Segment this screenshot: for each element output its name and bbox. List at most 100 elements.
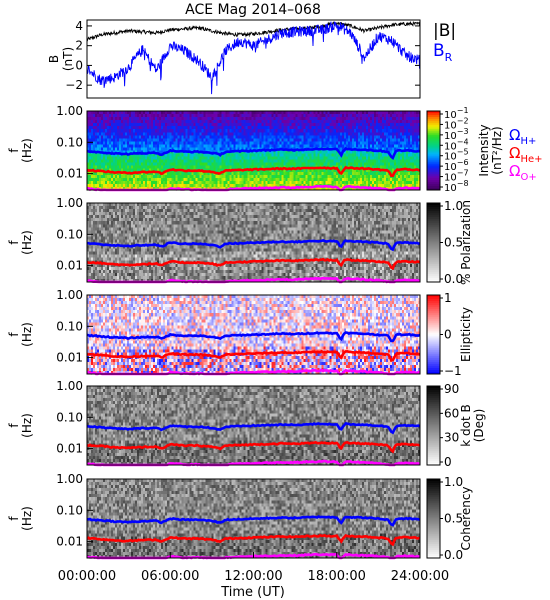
heatmap-cell xyxy=(111,114,114,118)
heatmap-cell xyxy=(301,177,305,182)
heatmap-cell xyxy=(117,129,120,133)
heatmap-cell xyxy=(219,186,222,191)
heatmap-cell xyxy=(205,141,208,145)
heatmap-cell xyxy=(375,111,379,115)
heatmap-cell xyxy=(331,111,335,115)
heatmap-cell xyxy=(161,177,164,182)
heatmap-cell xyxy=(311,126,315,130)
heatmap-cell xyxy=(101,147,104,151)
heatmap-cell xyxy=(89,114,92,118)
heatmap-cell xyxy=(87,120,90,124)
heatmap-cell xyxy=(399,126,403,130)
heatmap-cell xyxy=(251,120,254,124)
heatmap-cell xyxy=(369,159,373,164)
heatmap-cell xyxy=(375,141,379,145)
heatmap-cell xyxy=(169,132,172,136)
heatmap-cell xyxy=(407,153,411,157)
heatmap-cell xyxy=(395,162,399,167)
heatmap-cell xyxy=(321,177,325,182)
heatmap-cell xyxy=(409,171,413,176)
heatmap-cell xyxy=(109,162,112,167)
heatmap-cell xyxy=(229,132,232,136)
heatmap-cell xyxy=(127,144,130,148)
heatmap-cell xyxy=(89,138,92,142)
heatmap-cell xyxy=(343,126,347,130)
heatmap-cell xyxy=(369,111,373,115)
heatmap-cell xyxy=(119,177,122,182)
heatmap-cell xyxy=(265,144,268,148)
heatmap-cell xyxy=(245,144,248,148)
heatmap-cell xyxy=(283,120,286,124)
heatmap-cell xyxy=(295,126,299,130)
heatmap-cell xyxy=(281,126,284,130)
heatmap-cell xyxy=(391,126,395,130)
heatmap-cell xyxy=(95,129,98,133)
heatmap-cell xyxy=(207,165,210,170)
heatmap-cell xyxy=(385,117,389,121)
heatmap-cell xyxy=(381,165,385,170)
heatmap-cell xyxy=(91,117,94,121)
heatmap-cell xyxy=(127,132,130,136)
heatmap-cell xyxy=(275,168,278,173)
heatmap-cell xyxy=(209,177,212,182)
heatmap-cell xyxy=(319,114,323,118)
heatmap-cell xyxy=(133,138,136,142)
heatmap-cell xyxy=(269,156,272,161)
heatmap-cell xyxy=(261,138,264,142)
heatmap-cell xyxy=(265,153,268,157)
heatmap-cell xyxy=(269,159,272,164)
heatmap-cell xyxy=(359,132,363,136)
heatmap-cell xyxy=(133,156,136,161)
heatmap-cell xyxy=(361,183,365,188)
heatmap-cell xyxy=(403,117,407,121)
heatmap-cell xyxy=(281,162,284,167)
heatmap-cell xyxy=(251,165,254,170)
heatmap-cell xyxy=(95,120,98,124)
heatmap-cell xyxy=(137,120,140,124)
heatmap-cell xyxy=(119,165,122,170)
heatmap-cell xyxy=(279,126,282,130)
heatmap-cell xyxy=(185,141,188,145)
heatmap-cell xyxy=(327,153,331,157)
heatmap-cell xyxy=(325,144,329,148)
heatmap-cell xyxy=(99,159,102,164)
heatmap-cell xyxy=(221,183,224,188)
heatmap-cell xyxy=(387,126,391,130)
heatmap-cell xyxy=(149,138,152,142)
heatmap-cell xyxy=(403,120,407,124)
heatmap-cell xyxy=(257,150,260,154)
heatmap-cell xyxy=(391,129,395,133)
heatmap-cell xyxy=(267,162,270,167)
heatmap-cell xyxy=(337,159,341,164)
heatmap-cell xyxy=(389,141,393,145)
heatmap-cell xyxy=(87,162,90,167)
heatmap-cell xyxy=(109,186,112,191)
heatmap-cell xyxy=(183,174,186,179)
heatmap-cell xyxy=(271,132,274,136)
heatmap-cell xyxy=(213,126,216,130)
heatmap-cell xyxy=(163,159,166,164)
heatmap-cell xyxy=(99,132,102,136)
heatmap-cell xyxy=(179,123,182,127)
heatmap-cell xyxy=(153,186,156,191)
heatmap-cell xyxy=(409,165,413,170)
heatmap-cell xyxy=(131,159,134,164)
heatmap-cell xyxy=(159,111,162,115)
heatmap-cell xyxy=(169,129,172,133)
heatmap-cell xyxy=(397,165,401,170)
heatmap-cell xyxy=(261,159,264,164)
heatmap-cell xyxy=(199,144,202,148)
heatmap-cell xyxy=(313,141,317,145)
heatmap-cell xyxy=(111,186,114,191)
heatmap-cell xyxy=(95,156,98,161)
heatmap-cell xyxy=(171,117,174,121)
heatmap-cell xyxy=(261,114,264,118)
heatmap-cell xyxy=(389,138,393,142)
heatmap-cell xyxy=(193,135,196,139)
heatmap-cell xyxy=(395,123,399,127)
heatmap-cell xyxy=(113,111,116,115)
heatmap-cell xyxy=(223,126,226,130)
heatmap-cell xyxy=(185,144,188,148)
panel-frame xyxy=(86,19,421,99)
heatmap-cell xyxy=(405,141,409,145)
